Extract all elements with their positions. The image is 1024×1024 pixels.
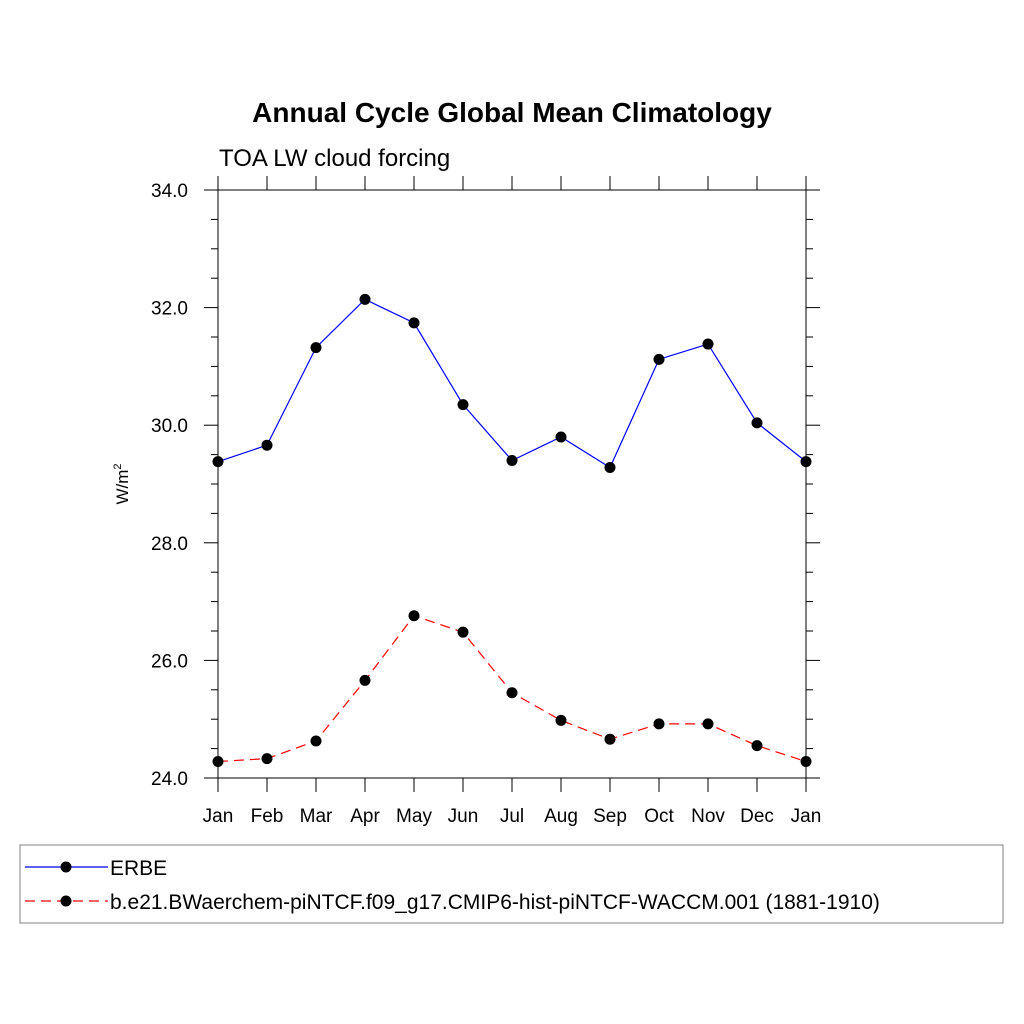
series-1-point bbox=[702, 338, 714, 350]
y-tick-label: 24.0 bbox=[151, 769, 188, 790]
series-2-point bbox=[751, 740, 763, 752]
series-2-point bbox=[212, 756, 224, 768]
series-1-point bbox=[555, 431, 567, 443]
y-axis-label: W/m2 bbox=[112, 463, 132, 504]
svg-text:W/m2: W/m2 bbox=[112, 463, 132, 504]
y-tick-label: 26.0 bbox=[151, 651, 188, 672]
series-1-point bbox=[506, 454, 518, 466]
x-tick-label: Aug bbox=[544, 806, 578, 827]
legend-marker-2 bbox=[60, 895, 72, 907]
series-2-point bbox=[506, 687, 518, 699]
y-tick-label: 28.0 bbox=[151, 534, 188, 555]
x-tick-label: Feb bbox=[251, 806, 284, 827]
y-axis-label-text: W/m bbox=[113, 470, 132, 505]
series-2-point bbox=[261, 753, 273, 765]
series-2-point bbox=[310, 735, 322, 747]
y-tick-label: 34.0 bbox=[151, 181, 188, 202]
chart-subtitle: TOA LW cloud forcing bbox=[219, 145, 450, 172]
x-tick-label: Apr bbox=[350, 806, 380, 827]
plot-area: 24.0 26.0 28.0 30.0 32.0 34.0 Jan Feb Mar Apr May J… bbox=[151, 176, 821, 827]
series-2-point bbox=[800, 756, 812, 768]
legend-label-2: b.e21.BWaerchem-piNTCF.f09_g17.CMIP6-his… bbox=[110, 891, 880, 914]
series-2-point bbox=[457, 626, 469, 638]
series-1-point bbox=[310, 342, 322, 354]
series-1-point bbox=[604, 462, 616, 474]
series-1-point bbox=[359, 293, 371, 305]
series-1-point bbox=[653, 353, 665, 365]
legend: ERBE b.e21.BWaerchem-piNTCF.f09_g17.CMIP6… bbox=[19, 844, 1004, 924]
x-tick-label: Oct bbox=[644, 806, 674, 827]
x-tick-label: Jul bbox=[500, 806, 524, 827]
series-1-point bbox=[261, 439, 273, 451]
x-tick-label: Dec bbox=[740, 806, 774, 827]
y-tick-label: 30.0 bbox=[151, 416, 188, 437]
series-2-point bbox=[555, 714, 567, 726]
series-2-point bbox=[604, 733, 616, 745]
series-2-point bbox=[702, 718, 714, 730]
series-2-point bbox=[359, 674, 371, 686]
x-tick-label: Jan bbox=[203, 806, 234, 827]
series-1-line bbox=[217, 298, 807, 469]
x-tick-label: Mar bbox=[300, 806, 333, 827]
series-2-point bbox=[653, 718, 665, 730]
y-tick-label: 32.0 bbox=[151, 299, 188, 320]
series-1-point bbox=[751, 417, 763, 429]
x-tick-label: Jun bbox=[448, 806, 479, 827]
series-2-point bbox=[408, 610, 420, 622]
series-1-point bbox=[457, 399, 469, 411]
x-tick-label: Jan bbox=[791, 806, 822, 827]
legend-label-1: ERBE bbox=[110, 857, 167, 880]
x-tick-label: Sep bbox=[593, 806, 627, 827]
series-1-point bbox=[212, 456, 224, 468]
legend-marker-1 bbox=[60, 861, 72, 873]
series-1-point bbox=[800, 456, 812, 468]
x-tick-label: May bbox=[396, 806, 432, 827]
series-1-point bbox=[408, 317, 420, 329]
chart-title: Annual Cycle Global Mean Climatology bbox=[252, 97, 772, 128]
x-tick-label: Nov bbox=[691, 806, 725, 827]
legend-box bbox=[19, 844, 1004, 924]
y-axis-label-superscript: 2 bbox=[112, 463, 124, 469]
